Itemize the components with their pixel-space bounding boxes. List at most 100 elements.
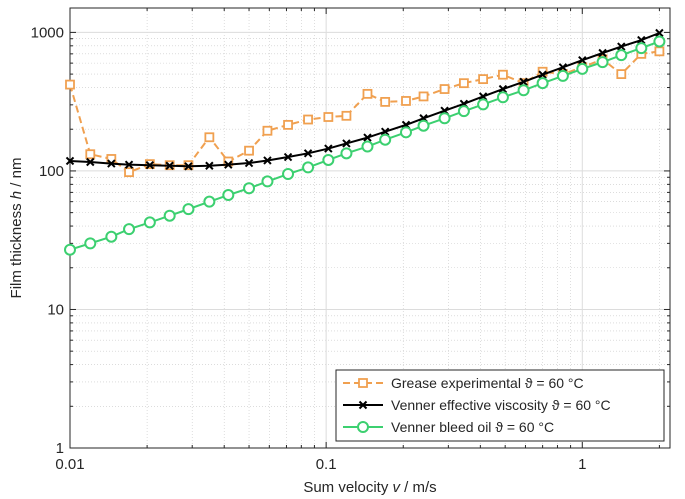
data-point-venner-effective bbox=[124, 160, 134, 169]
data-point-venner-effective-stroke bbox=[184, 162, 193, 171]
data-point-venner-effective bbox=[363, 133, 372, 142]
data-point-venner-bleed bbox=[496, 91, 509, 104]
data-point-venner-bleed bbox=[596, 56, 609, 69]
data-point-venner-effective-stroke bbox=[244, 158, 254, 168]
y-axis-label: Film thickness h / nm bbox=[8, 158, 25, 299]
data-point-venner-bleed bbox=[438, 112, 451, 125]
data-point-venner-bleed bbox=[123, 223, 136, 236]
plot-area-frame bbox=[69, 7, 671, 449]
data-point-venner-effective-stroke bbox=[165, 161, 174, 170]
legend-label-venner-effective: Venner effective viscosity ϑ = 60 °C bbox=[391, 397, 611, 413]
x-tick-label: 0.01 bbox=[55, 456, 84, 473]
data-point-venner-bleed bbox=[182, 203, 195, 216]
data-point-venner-effective-stroke bbox=[145, 160, 155, 170]
y-tick-label: 10 bbox=[47, 301, 64, 318]
data-point-venner-effective-stroke bbox=[655, 28, 664, 38]
data-point-venner-effective-stroke bbox=[107, 159, 116, 168]
data-point-venner-effective bbox=[303, 149, 313, 158]
data-point-venner-effective bbox=[145, 160, 155, 170]
data-point-venner-effective bbox=[324, 144, 333, 153]
data-point-venner-effective bbox=[538, 70, 547, 79]
data-point-venner-bleed bbox=[222, 189, 235, 202]
data-point-venner-effective-stroke bbox=[86, 157, 95, 167]
data-point-venner-effective-stroke bbox=[283, 152, 293, 162]
data-point-venner-bleed bbox=[243, 182, 256, 195]
data-point-venner-bleed bbox=[105, 230, 118, 243]
data-point-venner-bleed bbox=[653, 35, 666, 48]
data-point-venner-bleed bbox=[536, 77, 549, 90]
data-point-venner-effective-stroke bbox=[519, 77, 528, 86]
data-point-grease bbox=[244, 145, 254, 156]
minor-grid bbox=[70, 8, 670, 448]
series-venner-bleed bbox=[64, 35, 666, 256]
data-point-venner-effective-stroke bbox=[538, 70, 547, 79]
data-point-venner-bleed bbox=[361, 140, 374, 153]
data-point-grease bbox=[498, 69, 508, 80]
data-point-venner-bleed bbox=[477, 98, 490, 111]
data-point-grease bbox=[65, 79, 75, 90]
data-point-venner-effective-stroke bbox=[498, 84, 508, 94]
data-point-venner-effective-stroke bbox=[558, 63, 568, 72]
data-point-venner-effective-stroke bbox=[478, 92, 488, 101]
data-point-venner-effective bbox=[655, 28, 664, 38]
data-point-venner-bleed bbox=[163, 209, 176, 222]
y-tick-label: 1 bbox=[56, 440, 64, 457]
data-point-venner-effective bbox=[283, 152, 293, 162]
data-point-grease bbox=[418, 91, 429, 102]
data-point-venner-bleed bbox=[576, 62, 589, 75]
data-point-grease bbox=[283, 119, 293, 130]
data-point-venner-effective bbox=[263, 156, 272, 165]
data-point-venner-effective bbox=[598, 48, 607, 58]
data-point-venner-effective-stroke bbox=[65, 156, 75, 166]
data-point-venner-effective-stroke bbox=[637, 35, 646, 45]
data-point-venner-bleed bbox=[556, 69, 569, 82]
data-point-venner-effective-stroke bbox=[617, 42, 626, 51]
series-venner-effective bbox=[65, 28, 664, 171]
data-point-venner-bleed bbox=[64, 243, 76, 256]
y-tick-label: 1000 bbox=[31, 24, 64, 41]
data-point-grease bbox=[439, 84, 450, 94]
data-point-venner-effective bbox=[244, 158, 254, 168]
data-point-venner-effective-stroke bbox=[324, 144, 333, 153]
data-point-venner-effective-stroke bbox=[380, 127, 390, 136]
legend-box bbox=[335, 369, 665, 442]
data-point-venner-bleed bbox=[635, 42, 648, 55]
data-point-venner-effective bbox=[498, 84, 508, 94]
data-point-venner-bleed bbox=[517, 84, 530, 97]
data-point-venner-bleed bbox=[203, 195, 216, 208]
y-tick-label: 100 bbox=[39, 163, 64, 180]
data-point-venner-bleed bbox=[399, 126, 412, 139]
data-point-venner-bleed bbox=[282, 168, 295, 181]
data-point-venner-bleed bbox=[457, 105, 470, 118]
data-point-venner-effective bbox=[380, 127, 390, 136]
data-point-grease bbox=[654, 46, 665, 57]
data-point-venner-effective bbox=[519, 77, 528, 86]
data-point-venner-bleed bbox=[340, 147, 353, 160]
legend-marker-venner-bleed bbox=[357, 421, 369, 433]
data-point-venner-effective bbox=[342, 139, 351, 148]
data-point-venner-bleed bbox=[302, 161, 315, 174]
legend: Grease experimental ϑ = 60 °C Venner effe… bbox=[335, 369, 665, 442]
data-point-venner-effective bbox=[107, 159, 116, 168]
data-point-venner-effective-stroke bbox=[205, 161, 214, 170]
data-point-grease bbox=[323, 112, 334, 122]
data-point-grease bbox=[616, 69, 627, 79]
data-point-grease bbox=[204, 132, 215, 143]
data-point-grease bbox=[341, 110, 352, 121]
axis-ticks: 0.01 0.1 1 1 10 100 1000 bbox=[31, 8, 670, 473]
data-point-grease bbox=[362, 88, 373, 99]
legend-marker-venner-effective bbox=[358, 400, 368, 410]
data-point-venner-effective bbox=[205, 161, 214, 170]
data-point-grease bbox=[85, 149, 96, 160]
data-point-venner-effective bbox=[165, 161, 174, 170]
data-point-venner-effective-stroke bbox=[598, 48, 607, 58]
data-point-grease bbox=[459, 78, 469, 89]
data-point-venner-bleed bbox=[261, 175, 274, 188]
data-point-venner-effective-stroke bbox=[342, 139, 351, 148]
data-point-venner-effective bbox=[184, 162, 193, 171]
data-point-venner-effective bbox=[617, 42, 626, 51]
data-point-venner-bleed bbox=[379, 133, 392, 146]
data-point-venner-bleed bbox=[143, 216, 156, 229]
data-point-venner-effective bbox=[478, 92, 488, 101]
